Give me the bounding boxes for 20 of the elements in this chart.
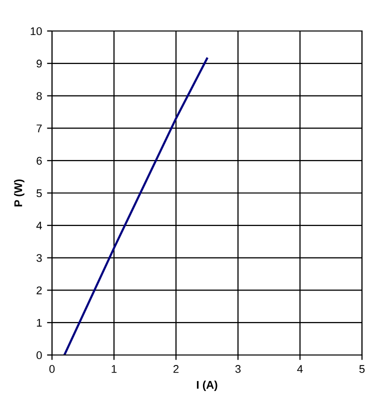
- x-tick-label: 1: [112, 365, 117, 373]
- x-tick-label: 0: [49, 365, 55, 373]
- x-axis-title: I (A): [196, 380, 218, 391]
- y-tick-label: 1: [36, 318, 42, 327]
- y-tick-label: 8: [36, 92, 42, 100]
- y-tick-label: 3: [36, 254, 42, 262]
- x-tick-label: 5: [359, 365, 365, 373]
- x-tick-label: 2: [173, 365, 179, 373]
- y-tick-label: 0: [36, 351, 42, 360]
- y-tick-label: 5: [36, 189, 42, 198]
- y-tick-label: 9: [36, 60, 42, 68]
- y-axis-title: P (W): [14, 179, 24, 206]
- line-series: [63, 57, 208, 355]
- y-tick-label: 4: [36, 222, 42, 230]
- y-tick-label: 10: [30, 27, 42, 36]
- x-tick-label: 3: [235, 365, 241, 373]
- y-tick-label: 6: [36, 156, 42, 165]
- y-tick-label: 7: [36, 124, 42, 132]
- y-tick-label: 2: [36, 286, 42, 294]
- x-tick-label: 4: [297, 365, 303, 373]
